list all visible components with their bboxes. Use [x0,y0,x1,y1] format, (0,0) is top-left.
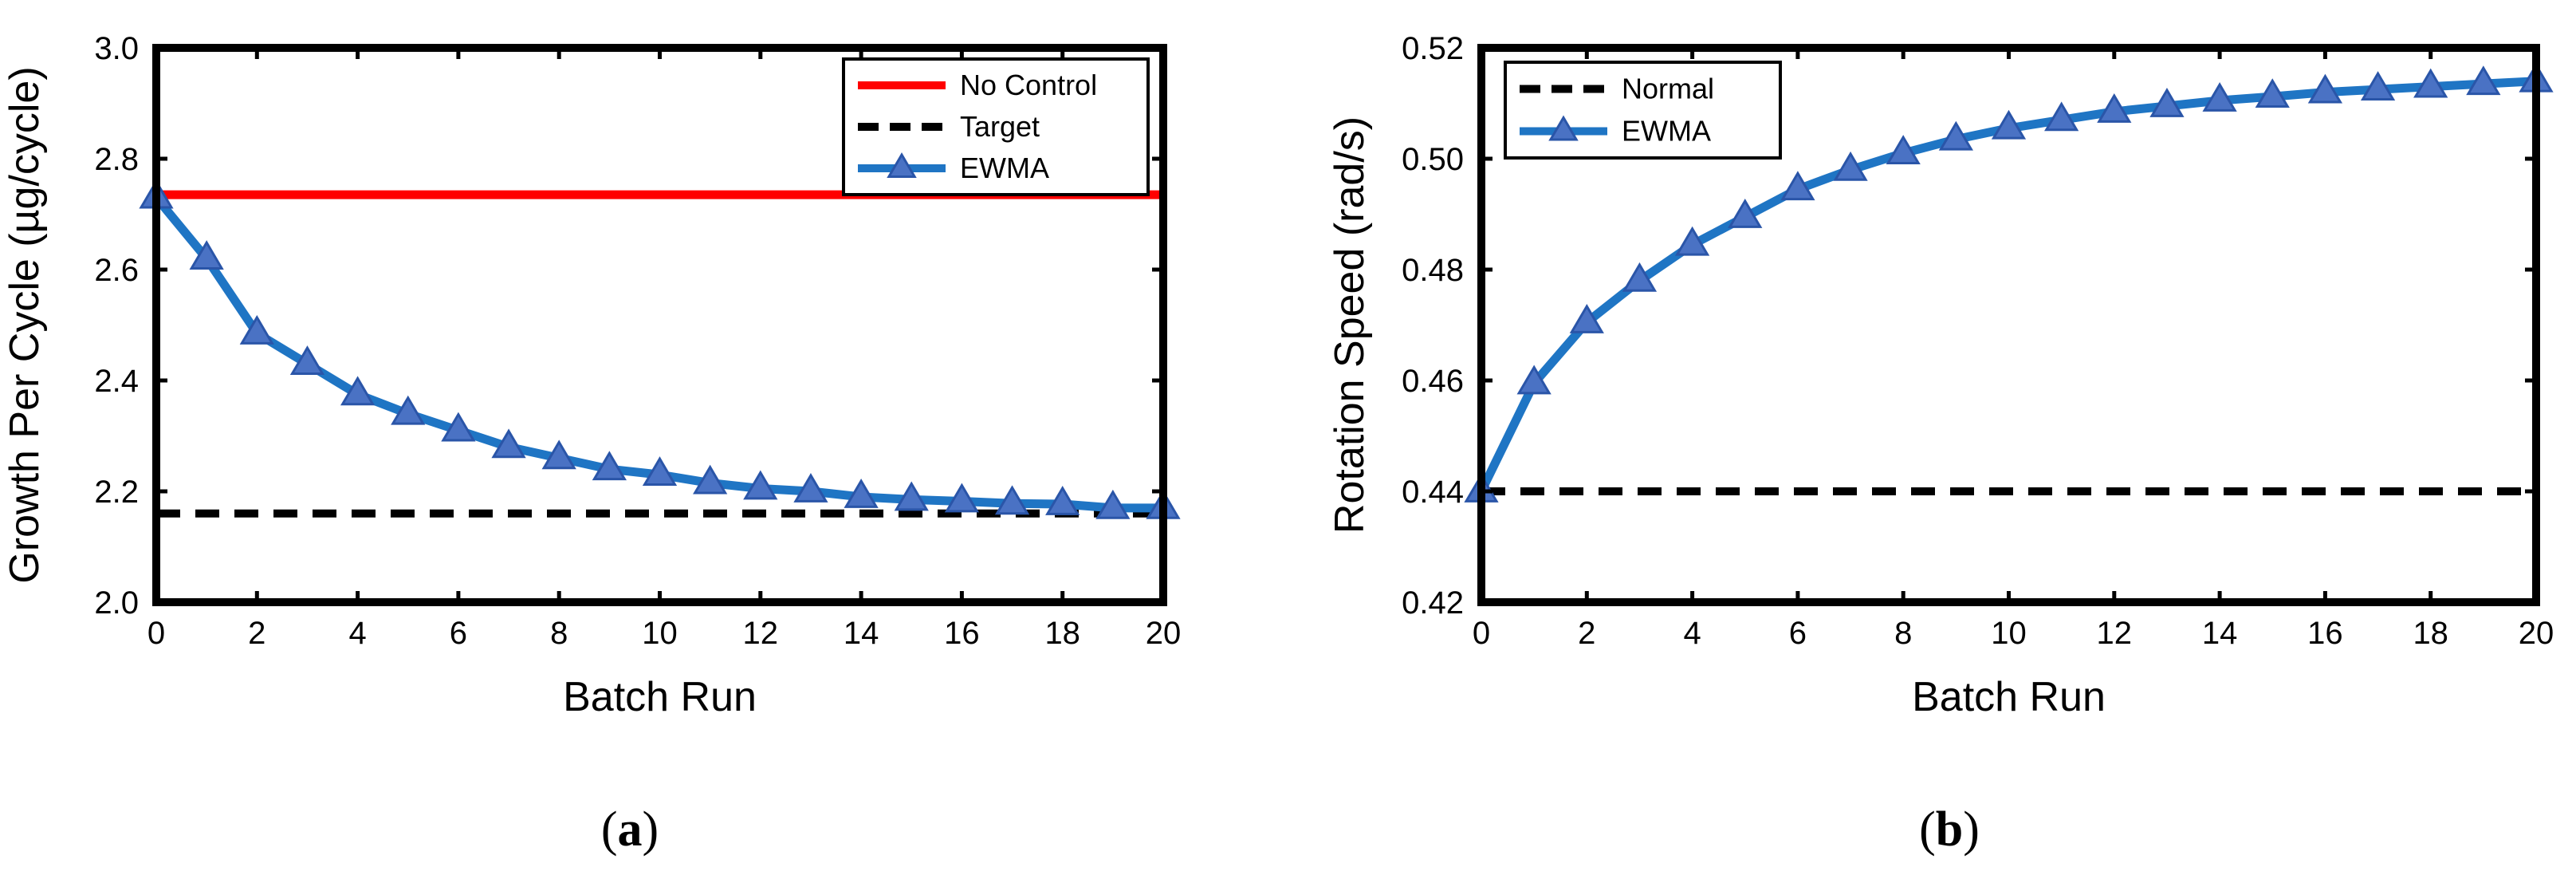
y-tick-label: 2.0 [94,585,139,621]
y-axis-label: Growth Per Cycle (µg/cycle) [2,66,48,583]
data-point [592,451,627,481]
data-point [944,483,980,513]
panel-caption: (a) [601,802,659,857]
x-tick-label: 0 [1473,616,1490,651]
data-point [1674,226,1710,256]
chart-panel-b: 0 2 4 6 8 10 12 14 16 18 20 0.42 0.44 0.46 0.48 0.50 0.5… [1327,31,2554,857]
data-point [894,481,929,511]
data-point [491,428,526,459]
x-tick-label: 16 [2307,616,2343,651]
x-tick-label: 14 [844,616,879,651]
y-tick-label: 2.8 [94,142,139,177]
data-point [1938,120,1973,151]
data-point [2044,101,2079,132]
x-tick-label: 20 [2519,616,2554,651]
legend-label: EWMA [1622,115,1711,148]
y-axis-label: Rotation Speed (rad/s) [1327,116,1373,534]
data-point [239,314,274,345]
x-tick-label: 2 [248,616,265,651]
data-point [289,345,325,376]
data-point [1728,199,1763,228]
data-point [441,412,476,442]
chart-panel-a: 0 2 4 6 8 10 12 14 16 18 20 2.0 2.2 2.4 2.6 2.8 3.0 Batch… [2,31,1181,857]
data-point [2097,93,2132,123]
data-point [340,376,376,406]
data-point [793,473,828,503]
data-point [1622,262,1658,292]
data-point [844,478,879,508]
y-tick-label: 2.6 [94,253,139,288]
x-axis-label: Batch Run [1912,674,2106,720]
x-tick-label: 8 [550,616,568,651]
x-tick-label: 4 [1683,616,1701,651]
data-point [1780,171,1815,201]
x-tick-label: 18 [2413,616,2448,651]
data-point [391,395,426,425]
data-point [2360,71,2396,101]
panel-caption-letter: a [618,802,643,857]
data-point [1516,365,1551,395]
legend-label: Normal [1622,73,1714,105]
data-point [2413,68,2448,98]
y-tick-label: 0.48 [1402,253,1464,288]
legend: No Control Target EWMA [842,57,1150,196]
data-point [1886,135,1921,164]
data-point [1569,304,1604,333]
y-tick-label: 0.46 [1402,364,1464,399]
data-point [541,439,576,470]
x-tick-label: 16 [944,616,980,651]
x-axis-label: Batch Run [563,674,757,720]
legend-marker [1548,115,1579,141]
data-point [2202,82,2237,112]
x-tick-label: 12 [2097,616,2133,651]
legend-label: No Control [960,69,1097,101]
y-tick-label: 2.2 [94,475,139,510]
legend-label: Target [960,110,1040,143]
data-point [1045,486,1080,515]
y-tick-label: 0.50 [1402,142,1464,177]
data-point [2149,88,2185,117]
x-tick-label: 12 [743,616,779,651]
x-tick-label: 20 [1146,616,1182,651]
data-point [189,240,224,270]
x-tick-label: 14 [2202,616,2238,651]
y-tick-label: 0.42 [1402,585,1464,621]
y-tick-label: 0.52 [1402,31,1464,66]
data-point [994,485,1030,515]
data-point [1833,151,1868,181]
panel-caption-letter: b [1936,802,1963,857]
data-point [1095,489,1131,519]
y-tick-label: 0.44 [1402,475,1464,510]
x-tick-label: 2 [1578,616,1595,651]
panel-caption: (b) [1919,802,1980,857]
legend-label: EWMA [960,152,1049,184]
x-tick-label: 10 [642,616,678,651]
data-point [1991,109,2027,140]
data-point [693,464,728,495]
data-point [2466,65,2501,96]
x-tick-label: 6 [450,616,467,651]
data-point [2255,78,2290,108]
x-tick-label: 18 [1044,616,1080,651]
data-point [2307,73,2343,104]
data-point [642,456,678,487]
legend: Normal EWMA [1504,61,1782,160]
x-tick-label: 4 [348,616,366,651]
y-tick-label: 3.0 [94,31,139,66]
x-tick-label: 6 [1789,616,1807,651]
x-tick-label: 0 [147,616,165,651]
x-tick-label: 10 [1991,616,2027,651]
legend-marker [887,152,917,179]
x-tick-label: 8 [1894,616,1912,651]
legend-box [1504,61,1782,160]
data-point [743,470,778,500]
y-tick-label: 2.4 [94,364,139,399]
